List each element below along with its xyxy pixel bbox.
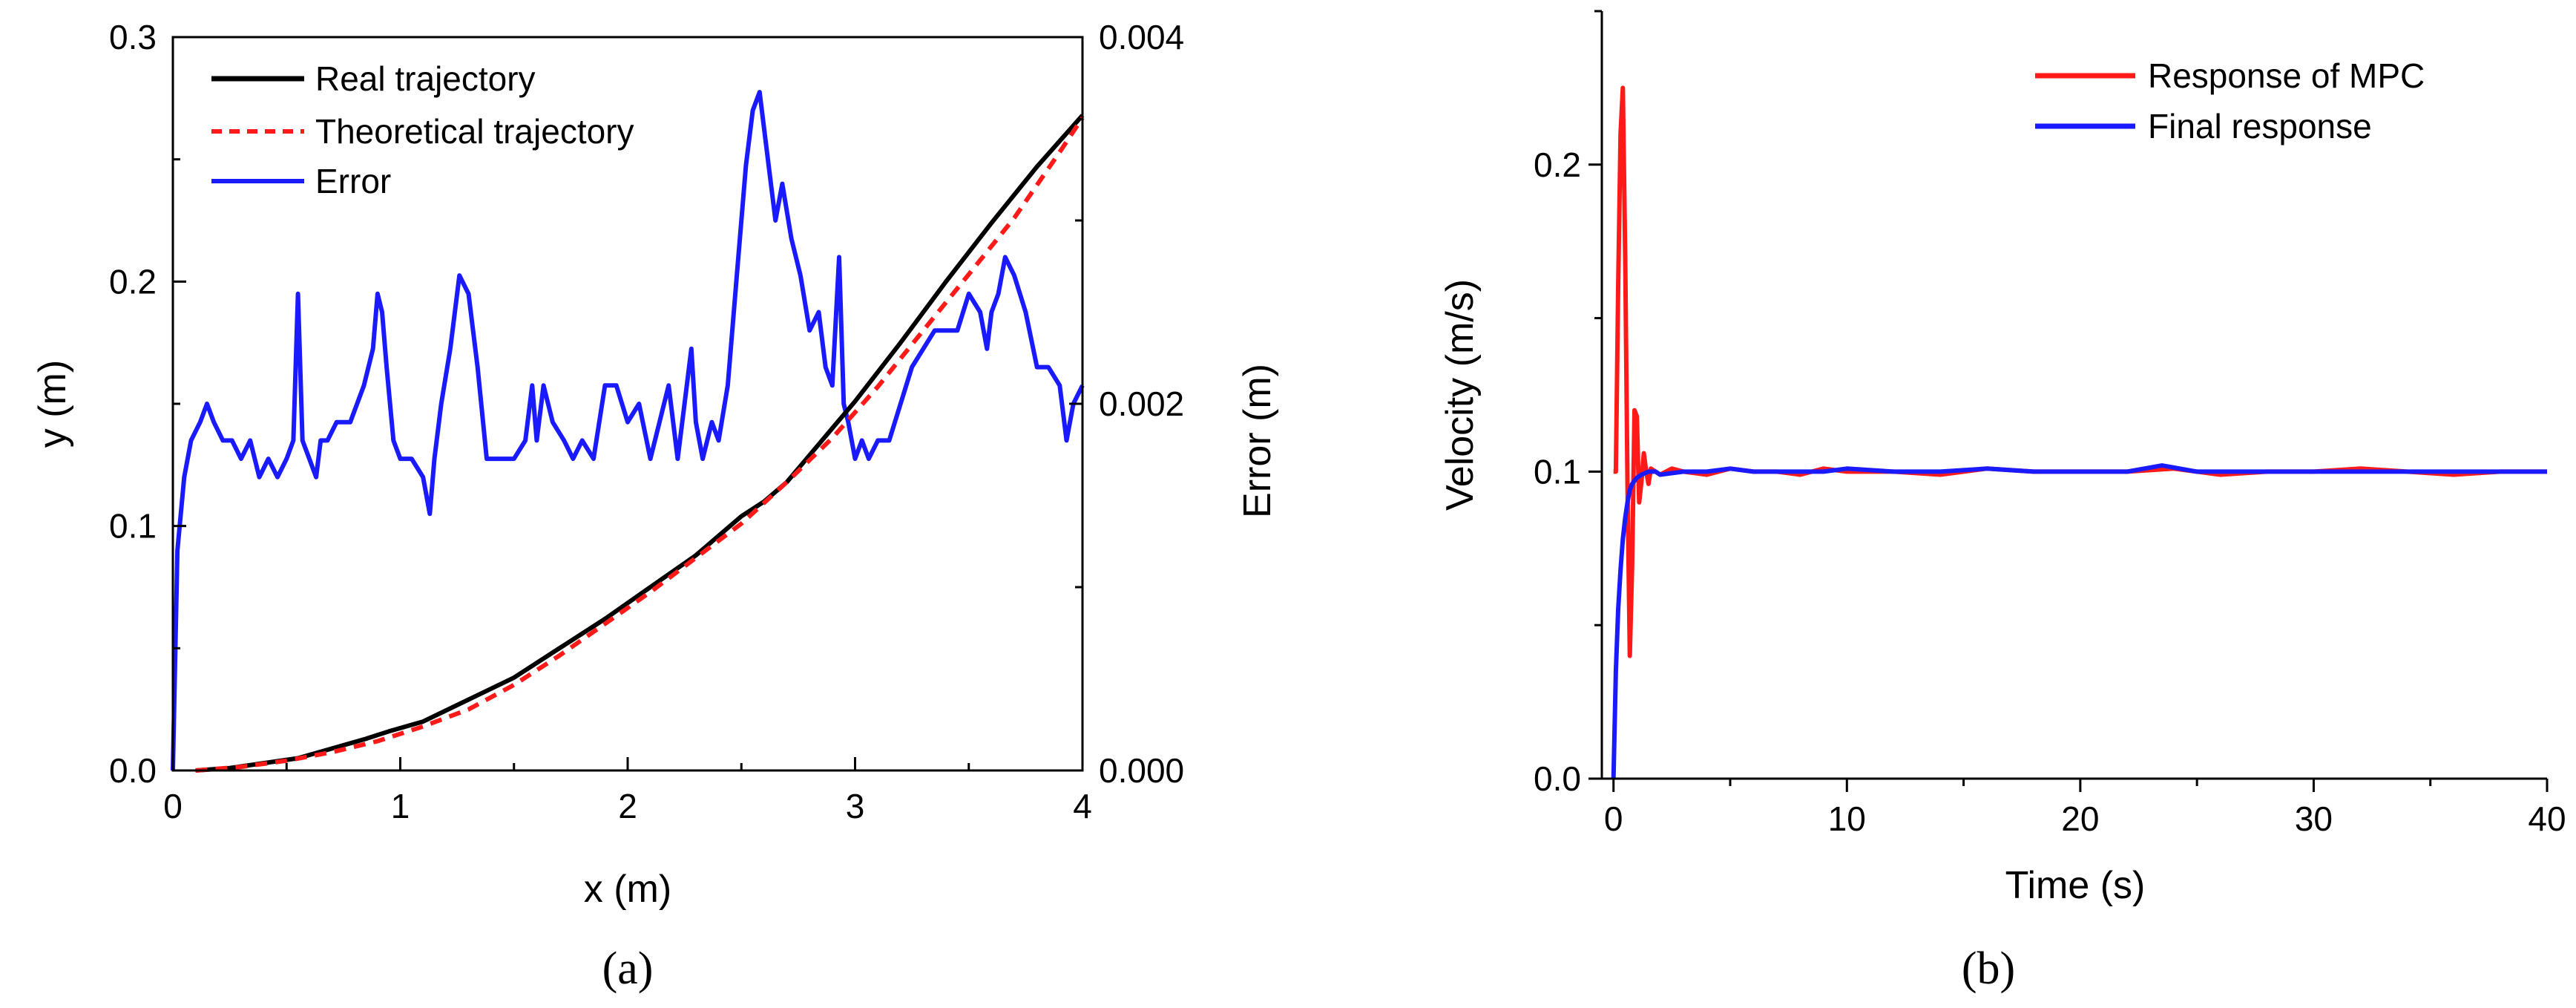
y-tick-label: 0.3 [109,18,157,56]
y2-tick-label: 0.002 [1099,384,1184,423]
panel-b-label: (b) [1962,943,2015,994]
y-tick-label: 0.2 [109,262,157,301]
x-tick-label: 40 [2528,799,2566,838]
panel-a-y-ticks: 0.0 0.1 0.2 0.3 [109,18,186,790]
series-line-real-trajectory [195,114,1085,773]
legend-label-final-response: Final response [2148,107,2372,145]
y2-tick-label: 0.004 [1099,18,1184,56]
series-line-theoretical-trajectory [195,117,1085,773]
x-tick-label: 3 [846,787,865,825]
legend-label-real-trajectory: Real trajectory [315,59,536,98]
y-tick-label: 0.0 [109,751,157,790]
series-line-error [171,90,1085,771]
x-tick-label: 0 [1604,799,1623,838]
series-line-final-response [1611,463,2547,779]
panel-a-y2-ticks: 0.000 0.002 0.004 [1069,18,1184,790]
panel-b-plot-area [1611,85,2547,779]
x-tick-label: 10 [1828,799,1866,838]
panel-a-plot-area [171,90,1085,773]
x-tick-label: 0 [163,787,183,825]
panel-b-x-axis-title: Time (s) [2005,864,2146,907]
x-tick-label: 4 [1073,787,1092,825]
y2-tick-label: 0.000 [1099,751,1184,790]
legend-label-error: Error [315,162,391,200]
panel-a-x-axis-title: x (m) [584,868,671,911]
panel-b-y-axis-title: Velocity (m/s) [1439,279,1482,511]
panel-b-velocity-chart: 0 10 20 30 40 0.0 0.1 0.2 Time (s) Velocity (m… [1439,10,2566,994]
y-tick-label: 0.1 [109,507,157,546]
y-tick-label: 0.0 [1534,759,1581,798]
panel-b-legend: Response of MPC Final response [2035,56,2425,145]
series-line-response-of-mpc [1613,85,2547,658]
panel-a-y-axis-title: y (m) [31,360,74,448]
panel-a-x-ticks: 0 1 2 3 4 [163,757,1092,825]
panel-a-label: (a) [602,943,654,994]
x-tick-label: 20 [2061,799,2099,838]
x-tick-label: 1 [391,787,410,825]
x-tick-label: 30 [2295,799,2333,838]
y-tick-label: 0.2 [1534,145,1581,184]
legend-label-response-of-mpc: Response of MPC [2148,56,2425,95]
legend-label-theoretical-trajectory: Theoretical trajectory [315,112,634,151]
x-tick-label: 2 [618,787,637,825]
panel-a-legend: Real trajectory Theoretical trajectory E… [211,59,634,200]
panel-a-y2-axis-title: Error (m) [1236,364,1279,518]
y-tick-label: 0.1 [1534,452,1581,491]
panel-a-trajectory-chart: 0 1 2 3 4 0.0 0.1 0.2 0.3 0.000 0.002 0.004 x (m)… [31,18,1279,994]
panel-b-y-ticks: 0.0 0.1 0.2 [1534,10,1602,798]
panel-b-x-ticks: 0 10 20 30 40 [1604,779,2566,838]
